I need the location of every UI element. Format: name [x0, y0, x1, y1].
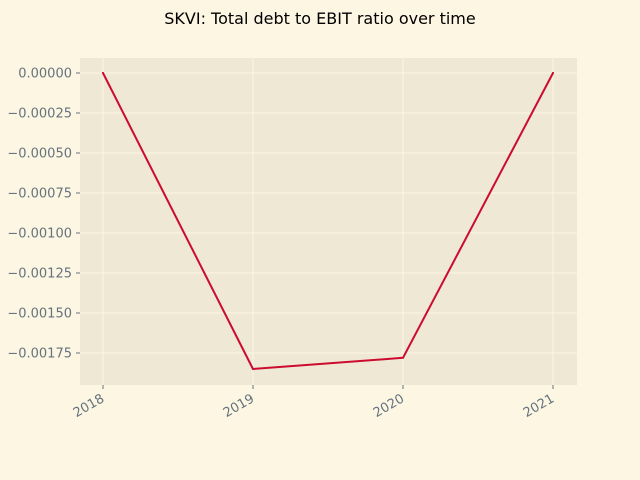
grid-lines: [80, 58, 577, 385]
y-tick-label: −0.00175: [7, 347, 72, 362]
x-axis-ticks: 2018 2019 2020 2021: [71, 385, 557, 421]
series-line: [102, 72, 554, 370]
x-tick-label: 2019: [221, 391, 257, 421]
y-axis-ticks: 0.00000 −0.00025 −0.00050 −0.00075 −0.00100 −…: [7, 67, 80, 362]
chart-title: SKVI: Total debt to EBIT ratio over time: [164, 9, 475, 28]
x-tick-label: 2021: [521, 391, 557, 421]
data-point: [102, 72, 104, 74]
y-tick-label: −0.00125: [7, 267, 72, 282]
series-lines: [102, 72, 554, 370]
y-tick-label: −0.00025: [7, 107, 72, 122]
y-tick-label: −0.00050: [7, 147, 72, 162]
y-tick-label: −0.00150: [7, 307, 72, 322]
x-tick-label: 2018: [71, 391, 107, 421]
x-tick-label: 2020: [371, 391, 407, 421]
data-point: [402, 356, 404, 359]
plot-area: [80, 58, 577, 385]
y-tick-label: 0.00000: [18, 67, 72, 82]
y-tick-label: −0.00075: [7, 187, 72, 202]
y-tick-label: −0.00100: [7, 227, 72, 242]
data-point: [252, 368, 254, 370]
data-point: [552, 72, 554, 74]
